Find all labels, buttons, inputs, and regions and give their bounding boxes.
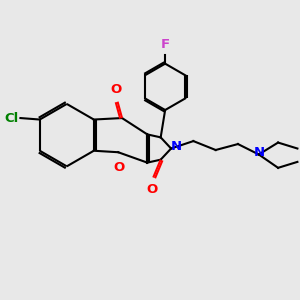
Text: F: F xyxy=(160,38,170,51)
Text: O: O xyxy=(110,83,122,96)
Text: N: N xyxy=(171,140,182,153)
Text: O: O xyxy=(113,160,124,174)
Text: O: O xyxy=(146,183,158,196)
Text: N: N xyxy=(254,146,265,160)
Text: Cl: Cl xyxy=(5,112,19,124)
